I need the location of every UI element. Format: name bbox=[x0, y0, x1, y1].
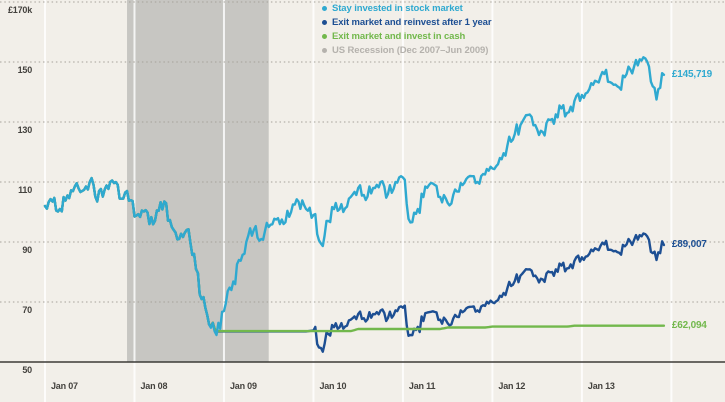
series-end-label: £62,094 bbox=[671, 319, 707, 331]
legend-label: Stay invested in stock market bbox=[332, 2, 463, 14]
legend-item-us-recession: US Recession (Dec 2007–Jun 2009) bbox=[322, 43, 491, 57]
y-tick-label: £170k bbox=[7, 5, 32, 15]
series-end-label: £145,719 bbox=[671, 68, 713, 80]
x-tick-label: Jan 10 bbox=[319, 381, 347, 391]
recession-band bbox=[127, 0, 269, 362]
legend-item-exit-reinvest: Exit market and reinvest after 1 year bbox=[322, 15, 492, 29]
y-tick-label: 150 bbox=[17, 65, 33, 75]
y-tick-label: 90 bbox=[22, 245, 32, 255]
y-tick-label: 70 bbox=[22, 305, 32, 315]
legend: Stay invested in stock market Exit marke… bbox=[322, 1, 492, 57]
y-tick-label: 50 bbox=[22, 365, 32, 375]
x-tick-label: Jan 08 bbox=[140, 381, 168, 391]
series-line-stay-invested bbox=[43, 56, 666, 337]
legend-dot-icon bbox=[322, 47, 327, 53]
x-tick-label: Jan 09 bbox=[229, 381, 257, 391]
legend-item-stay-invested: Stay invested in stock market bbox=[322, 1, 491, 15]
legend-item-exit-cash: Exit market and invest in cash bbox=[322, 29, 491, 43]
x-tick-label: Jan 07 bbox=[51, 381, 78, 391]
x-tick-label: Jan 12 bbox=[498, 381, 526, 391]
legend-label: US Recession (Dec 2007–Jun 2009) bbox=[332, 44, 489, 56]
legend-label: Exit market and reinvest after 1 year bbox=[332, 16, 492, 28]
y-tick-label: 110 bbox=[18, 185, 32, 195]
y-tick-label: 130 bbox=[17, 125, 33, 135]
legend-dot-icon bbox=[322, 33, 327, 39]
x-tick-label: Jan 13 bbox=[587, 381, 615, 391]
legend-dot-icon bbox=[322, 5, 327, 11]
x-tick-label: Jan 11 bbox=[408, 381, 436, 391]
series-end-label: £89,007 bbox=[671, 238, 707, 250]
legend-dot-icon bbox=[322, 19, 327, 25]
legend-label: Exit market and invest in cash bbox=[332, 30, 466, 42]
